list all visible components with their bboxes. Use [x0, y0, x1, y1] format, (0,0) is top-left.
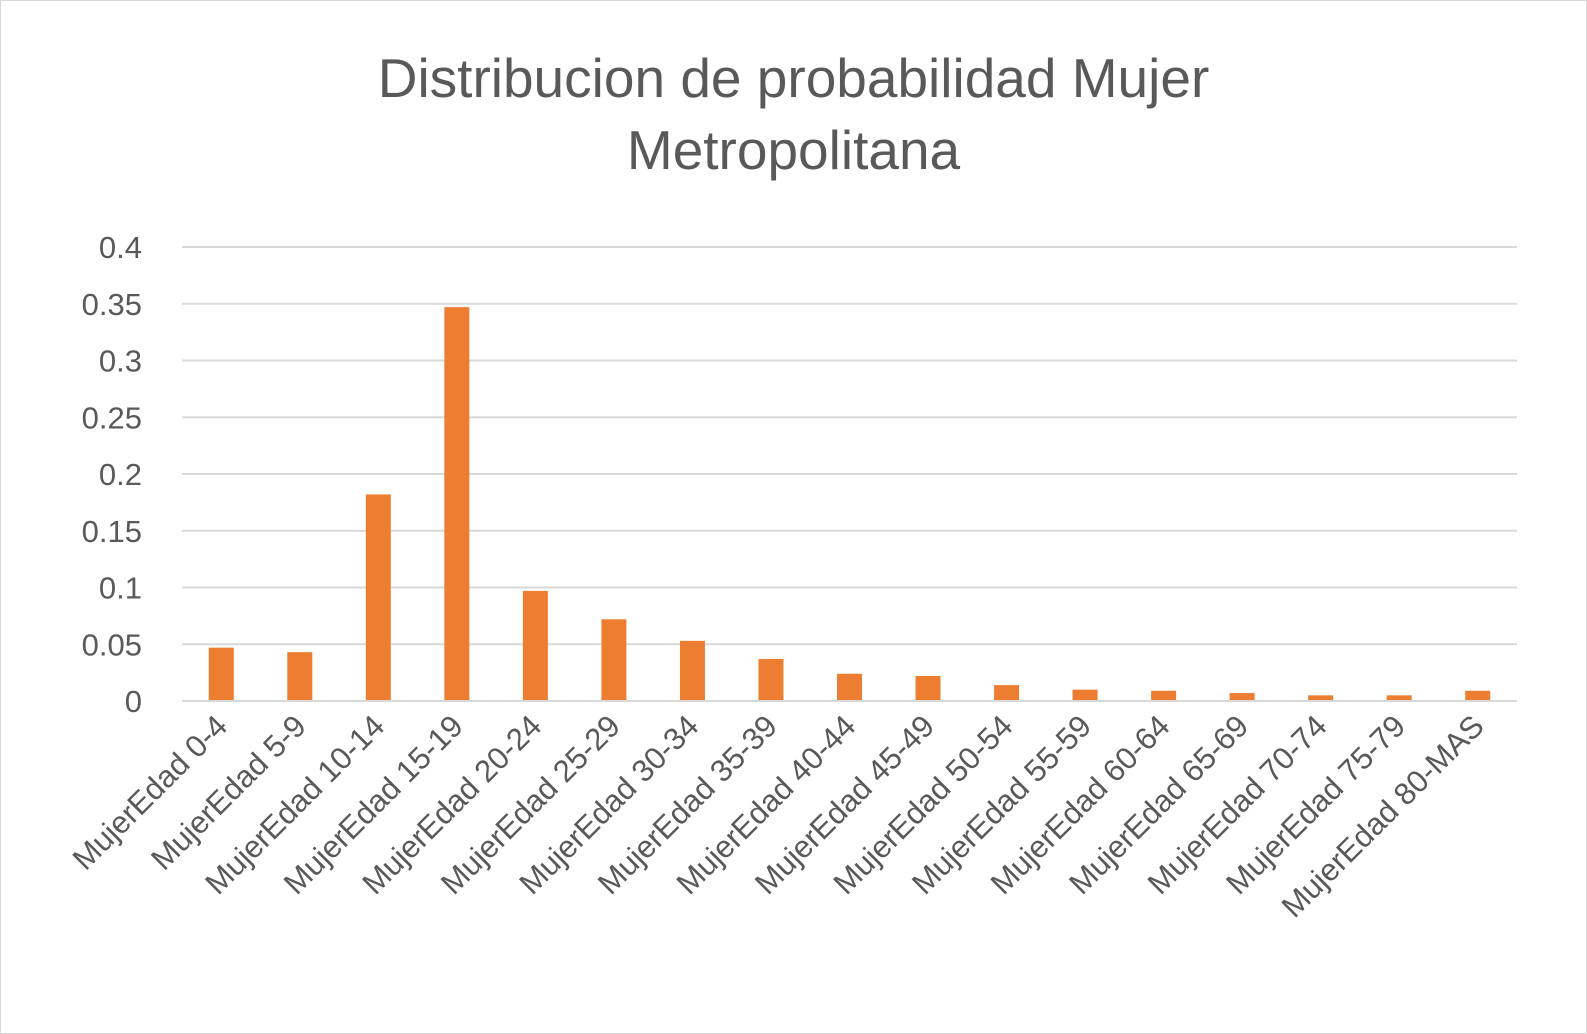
bar — [1386, 695, 1412, 701]
y-tick-label: 0.2 — [99, 457, 142, 492]
bar — [601, 619, 627, 701]
bar — [444, 307, 470, 701]
bar — [365, 494, 391, 701]
bar — [522, 590, 548, 701]
y-tick-label: 0 — [125, 684, 142, 719]
bar — [758, 659, 784, 701]
y-tick-label: 0.35 — [82, 287, 142, 322]
bar — [208, 647, 234, 701]
bar — [1072, 689, 1098, 701]
bar — [915, 676, 941, 701]
bars — [208, 307, 1491, 701]
y-axis-ticks: 0 0.05 0.1 0.15 0.2 0.25 0.3 0.35 0.4 — [82, 230, 142, 719]
y-tick-label: 0.25 — [82, 400, 142, 435]
bar — [287, 652, 313, 701]
bar — [994, 685, 1020, 701]
bar — [1151, 690, 1177, 701]
chart-title: Distribucion de probabilidad Mujer Metro… — [0, 42, 1587, 186]
bar — [1229, 693, 1255, 701]
bar — [837, 673, 862, 701]
bar — [1308, 695, 1334, 701]
y-tick-label: 0.1 — [99, 571, 142, 606]
y-tick-label: 0.4 — [99, 230, 142, 265]
bar — [1465, 690, 1491, 701]
y-tick-label: 0.05 — [82, 627, 142, 662]
chart-title-line-2: Metropolitana — [626, 119, 961, 181]
y-tick-label: 0.3 — [99, 344, 142, 379]
y-tick-label: 0.15 — [82, 514, 142, 549]
gridlines — [182, 246, 1517, 646]
bar — [679, 640, 705, 701]
chart-title-line-1: Distribucion de probabilidad Mujer — [377, 47, 1210, 109]
